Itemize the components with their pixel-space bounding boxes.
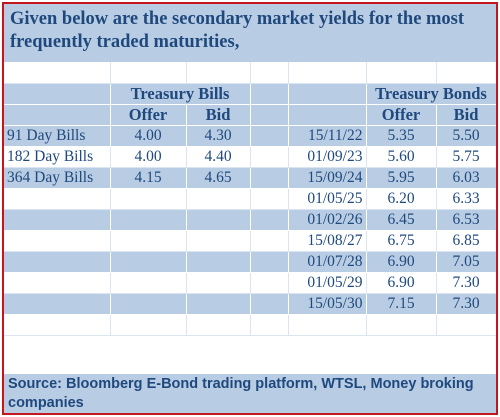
table-row: 15/08/27 6.75 6.85	[4, 230, 496, 252]
treasury-bills-heading: Treasury Bills	[110, 83, 251, 105]
bond-maturity: 01/05/25	[288, 188, 367, 210]
bond-offer: 6.75	[366, 230, 437, 252]
bill-bid: 4.30	[186, 125, 251, 147]
bill-name: 364 Day Bills	[4, 167, 111, 189]
bill-offer: 4.00	[110, 125, 187, 147]
column-heading-row: Offer Bid Offer Bid	[4, 104, 496, 126]
bond-bid: 6.33	[436, 188, 496, 210]
bond-bid: 5.75	[436, 146, 496, 168]
bond-bid: 6.53	[436, 209, 496, 231]
table-row: 01/02/26 6.45 6.53	[4, 209, 496, 231]
bond-maturity: 01/05/29	[288, 272, 367, 294]
bill-name: 91 Day Bills	[4, 125, 111, 147]
bond-maturity: 01/07/28	[288, 251, 367, 273]
table-row	[4, 314, 496, 336]
table-row: 364 Day Bills 4.15 4.65 15/09/24 5.95 6.03	[4, 167, 496, 189]
bill-offer: 4.15	[110, 167, 187, 189]
bond-offer: 5.95	[366, 167, 437, 189]
bond-maturity: 15/08/27	[288, 230, 367, 252]
bond-offer: 6.20	[366, 188, 437, 210]
bond-bid: 7.05	[436, 251, 496, 273]
bills-bid-header: Bid	[186, 104, 251, 126]
bond-offer: 5.60	[366, 146, 437, 168]
bond-offer: 6.90	[366, 272, 437, 294]
bond-offer: 6.90	[366, 251, 437, 273]
table-row: 182 Day Bills 4.00 4.40 01/09/23 5.60 5.75	[4, 146, 496, 168]
section-heading-row: Treasury Bills Treasury Bonds	[4, 83, 496, 105]
bond-bid: 7.30	[436, 293, 496, 315]
bond-offer: 5.35	[366, 125, 437, 147]
bond-bid: 6.85	[436, 230, 496, 252]
bond-bid: 5.50	[436, 125, 496, 147]
table-row: 91 Day Bills 4.00 4.30 15/11/22 5.35 5.50	[4, 125, 496, 147]
bond-maturity: 15/11/22	[288, 125, 367, 147]
bonds-offer-header: Offer	[366, 104, 437, 126]
bonds-bid-header: Bid	[436, 104, 496, 126]
treasury-bonds-heading: Treasury Bonds	[366, 83, 496, 105]
panel-title: Given below are the secondary market yie…	[4, 4, 496, 62]
yields-table: Treasury Bills Treasury Bonds Offer Bid …	[4, 62, 496, 336]
bond-offer: 7.15	[366, 293, 437, 315]
bills-offer-header: Offer	[110, 104, 187, 126]
bond-maturity: 01/09/23	[288, 146, 367, 168]
bond-maturity: 15/09/24	[288, 167, 367, 189]
source-note: Source: Bloomberg E-Bond trading platfor…	[4, 374, 496, 413]
bill-offer: 4.00	[110, 146, 187, 168]
bond-offer: 6.45	[366, 209, 437, 231]
spacer-row	[4, 62, 496, 84]
bond-bid: 6.03	[436, 167, 496, 189]
bond-maturity: 01/02/26	[288, 209, 367, 231]
bill-bid: 4.65	[186, 167, 251, 189]
table-row: 01/05/25 6.20 6.33	[4, 188, 496, 210]
bond-maturity: 15/05/30	[288, 293, 367, 315]
bill-bid: 4.40	[186, 146, 251, 168]
bill-name: 182 Day Bills	[4, 146, 111, 168]
bond-bid: 7.30	[436, 272, 496, 294]
table-row: 01/07/28 6.90 7.05	[4, 251, 496, 273]
table-row: 01/05/29 6.90 7.30	[4, 272, 496, 294]
table-row: 15/05/30 7.15 7.30	[4, 293, 496, 315]
